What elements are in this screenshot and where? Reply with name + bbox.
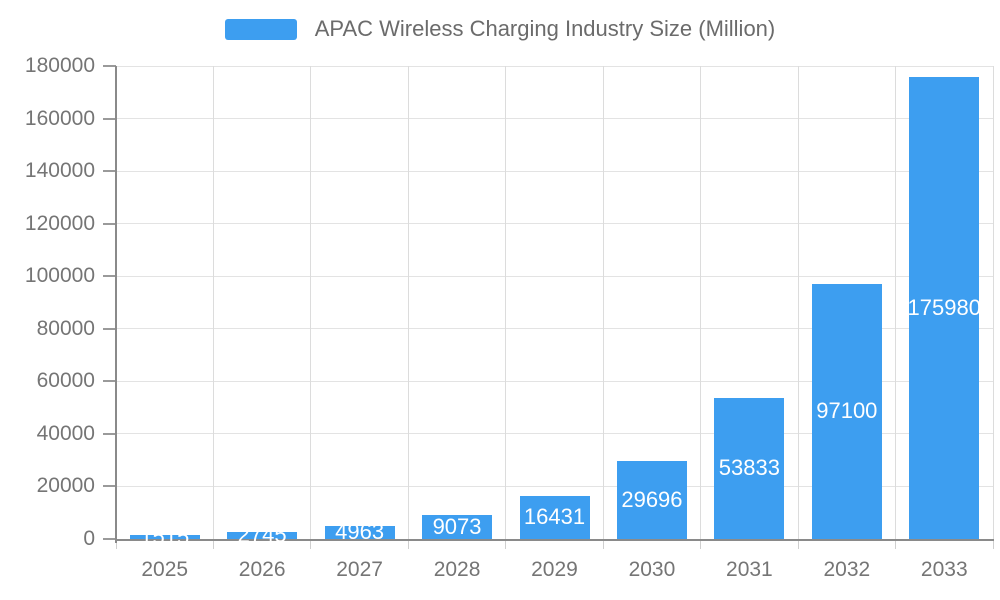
- x-axis-tick: [602, 541, 604, 549]
- y-gridline: [116, 328, 993, 330]
- x-axis-tick: [115, 541, 117, 549]
- bar-2030[interactable]: [616, 460, 687, 539]
- x-axis-label: 2025: [141, 558, 189, 581]
- bar-2031[interactable]: [714, 397, 785, 539]
- x-gridline: [895, 66, 897, 539]
- y-axis-tick: [103, 432, 116, 435]
- x-axis-tick: [895, 541, 897, 549]
- x-axis-tick: [212, 541, 214, 549]
- y-axis-label: 40000: [36, 421, 95, 445]
- y-axis-tick: [103, 222, 116, 225]
- x-axis-tick: [797, 541, 799, 549]
- x-gridline: [700, 66, 702, 539]
- x-axis-tick: [992, 541, 994, 549]
- y-axis-tick: [103, 170, 116, 173]
- y-axis-label: 180000: [24, 54, 95, 77]
- y-gridline: [116, 170, 993, 172]
- x-axis-label: 2032: [823, 558, 871, 581]
- y-gridline: [116, 380, 993, 382]
- bar-2028[interactable]: [422, 515, 493, 539]
- x-gridline: [212, 66, 214, 539]
- x-axis-line: [115, 539, 994, 541]
- x-axis-tick: [407, 541, 409, 549]
- legend-label: APAC Wireless Charging Industry Size (Mi…: [314, 16, 776, 41]
- y-gridline: [116, 223, 993, 225]
- x-gridline: [505, 66, 507, 539]
- x-axis-label: 2031: [726, 558, 773, 581]
- y-axis-tick: [103, 380, 116, 383]
- bar-2033[interactable]: [909, 76, 980, 539]
- x-axis-label: 2030: [628, 558, 676, 581]
- y-gridline: [116, 433, 993, 435]
- y-axis-label: 120000: [24, 211, 95, 235]
- y-axis-label: 140000: [24, 159, 95, 183]
- y-gridline: [116, 118, 993, 120]
- x-axis-label: 2033: [920, 558, 968, 581]
- y-gridline: [116, 65, 993, 67]
- y-axis-line: [115, 66, 117, 543]
- bar-2026[interactable]: [227, 531, 298, 539]
- x-gridline: [310, 66, 312, 539]
- y-axis-tick: [103, 117, 116, 120]
- y-axis-label: 160000: [24, 106, 95, 130]
- y-gridline: [116, 485, 993, 487]
- x-axis-label: 2028: [433, 558, 481, 581]
- bar-2027[interactable]: [324, 525, 395, 539]
- y-gridline: [116, 275, 993, 277]
- y-axis-label: 20000: [36, 474, 95, 498]
- legend-swatch: [224, 18, 297, 40]
- y-axis-label: 100000: [24, 264, 95, 288]
- y-axis-tick: [103, 485, 116, 488]
- y-axis-tick: [103, 275, 116, 278]
- x-axis-label: 2027: [336, 558, 383, 581]
- x-axis-tick: [505, 541, 507, 549]
- bar-2029[interactable]: [519, 495, 590, 539]
- y-axis-tick: [103, 327, 116, 330]
- x-axis-tick: [700, 541, 702, 549]
- x-axis-label: 2026: [238, 558, 286, 581]
- y-axis-label: 60000: [36, 369, 95, 393]
- x-axis-label: 2029: [531, 558, 578, 581]
- y-axis-tick: [103, 65, 116, 67]
- x-gridline: [407, 66, 409, 539]
- legend-item[interactable]: APAC Wireless Charging Industry Size (Mi…: [0, 16, 1000, 42]
- y-axis-label: 80000: [36, 316, 95, 340]
- y-axis-tick: [103, 538, 116, 540]
- bar-2025[interactable]: [129, 535, 200, 539]
- x-axis-tick: [310, 541, 312, 549]
- bar-2032[interactable]: [811, 283, 882, 539]
- x-gridline: [992, 66, 994, 539]
- x-gridline: [602, 66, 604, 539]
- y-axis-label: 0: [83, 527, 95, 550]
- x-gridline: [797, 66, 799, 539]
